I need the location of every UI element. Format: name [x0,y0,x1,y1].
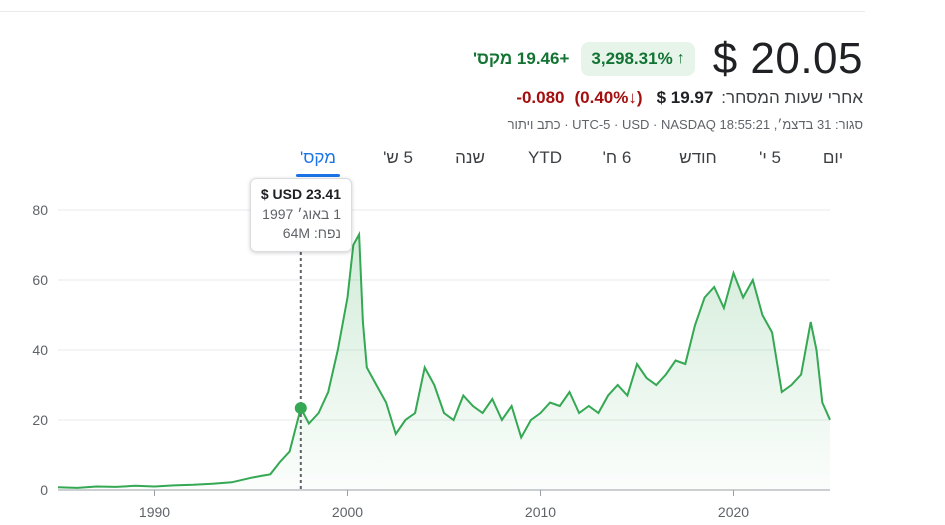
hover-tooltip: $ USD 23.41 1 באוג׳ 1997 נפח: 64M [250,178,352,252]
tooltip-price: $ USD 23.41 [260,186,341,202]
x-tick-label: 1990 [139,504,170,520]
change-text: +19.46 מקס' [473,49,569,69]
change-percent: 3,298.31% [591,49,673,68]
tab-1d[interactable]: יום [822,148,844,167]
tab-ytd[interactable]: YTD [528,148,562,167]
y-tick-label: 0 [40,482,48,498]
tooltip-volume: נפח: 64M [251,225,341,241]
after-hours-change-abs: -0.080 [516,88,565,107]
arrow-down-icon: ↓) [628,88,643,107]
tab-5d[interactable]: 5 י' [759,148,781,167]
active-tab-indicator [296,174,340,177]
tooltip-volume-value: 64M [282,225,311,241]
quote-header: +19.46 מקס' 3,298.31% ↑ $ 20.05 [473,34,863,84]
after-hours-pct-value: (0.40% [574,88,629,107]
y-tick-label: 40 [32,342,48,358]
range-tabs: יום 5 י' חודש 6 ח' YTD שנה 5 ש' מקס' [0,148,945,178]
after-hours-row: אחרי שעות המסחר: $ 19.97 (0.40%↓) -0.080 [516,88,863,108]
arrow-up-icon: ↑ [676,50,685,67]
price-chart[interactable]: 0 20 40 60 80 1990 2000 2010 2020 [0,180,945,525]
after-hours-label: אחרי שעות המסחר: [721,88,863,107]
current-price: $ 20.05 [712,34,863,83]
x-tick-label: 2000 [332,504,363,520]
y-tick-label: 80 [32,202,48,218]
tooltip-volume-label: נפח: [313,225,341,241]
tab-1m[interactable]: חודש [679,148,717,167]
price-line [57,230,831,489]
tooltip-date: 1 באוג׳ 1997 [262,206,341,222]
y-tick-label: 60 [32,272,48,288]
x-tick-label: 2020 [718,504,749,520]
x-axis-ticks: 1990 2000 2010 2020 [139,490,749,520]
change-abs: +19.46 [516,49,570,68]
tab-1y[interactable]: שנה [455,148,485,167]
market-meta[interactable]: סגור: 31 בדצמ׳, 18:55:21 UTC-5 · USD · N… [507,117,863,132]
tab-5y[interactable]: 5 ש' [383,148,413,167]
change-percent-badge: 3,298.31% ↑ [581,42,695,76]
change-period: מקס' [472,49,513,68]
tab-max[interactable]: מקס' [300,148,336,167]
x-tick-label: 2010 [525,504,556,520]
top-divider [0,11,865,12]
price-area [58,234,830,490]
y-tick-label: 20 [32,412,48,428]
after-hours-change-percent: (0.40%↓) [575,88,643,108]
y-axis-ticks: 0 20 40 60 80 [32,202,48,498]
after-hours-price: $ 19.97 [656,88,714,107]
hover-point [294,402,307,415]
tab-6m[interactable]: 6 ח' [602,148,632,167]
